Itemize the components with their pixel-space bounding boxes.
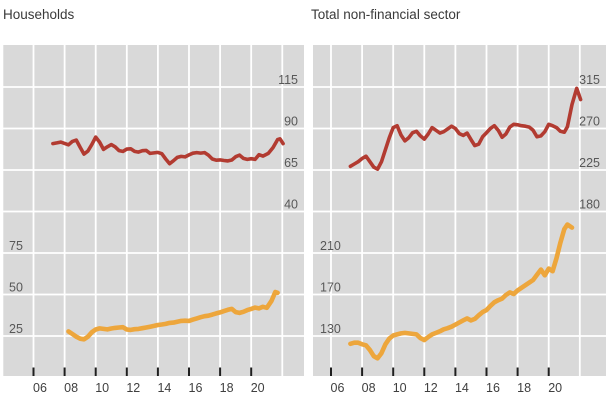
x-axis-label: 08 [64,381,78,395]
y-axis-label-bottom-chart: 50 [9,281,23,295]
chart-title-total-nonfinancial: Total non-financial sector [311,7,461,22]
x-axis-label: 06 [33,381,47,395]
plot-area [313,45,606,376]
plot-area [2,45,304,376]
total-orange-line [348,222,575,361]
x-axis-label: 14 [455,381,469,395]
y-axis-label-top-chart: 270 [579,115,600,129]
households-orange-line [66,289,280,342]
households-red-line [51,135,285,166]
y-axis-label-top-chart: 90 [284,115,298,129]
y-axis-label-top-chart: 65 [284,156,298,170]
y-axis-label-bottom-chart: 170 [320,281,341,295]
y-axis-label-bottom-chart: 130 [320,322,341,336]
x-axis-label: 12 [126,381,140,395]
x-axis-label: 08 [362,381,376,395]
y-axis-label-bottom-chart: 210 [320,239,341,253]
x-axis-label: 20 [251,381,265,395]
y-axis-label-top-chart: 180 [579,198,600,212]
y-axis-label-bottom-chart: 25 [9,322,23,336]
x-axis-label: 20 [548,381,562,395]
y-axis-label-top-chart: 40 [284,198,298,212]
x-axis-label: 12 [424,381,438,395]
y-axis-label-top-chart: 315 [579,73,600,87]
x-axis-label: 18 [220,381,234,395]
y-axis-label-bottom-chart: 75 [9,239,23,253]
y-axis-label-top-chart: 225 [579,156,600,170]
x-axis-label: 06 [331,381,345,395]
x-axis-label: 18 [517,381,531,395]
chart-title-households: Households [3,7,75,22]
x-axis-label: 10 [95,381,109,395]
x-axis-label: 14 [157,381,171,395]
x-axis-label: 16 [486,381,500,395]
x-axis-label: 10 [393,381,407,395]
y-axis-label-top-chart: 115 [278,73,298,87]
x-axis-label: 16 [189,381,203,395]
total-red-line [348,86,583,171]
